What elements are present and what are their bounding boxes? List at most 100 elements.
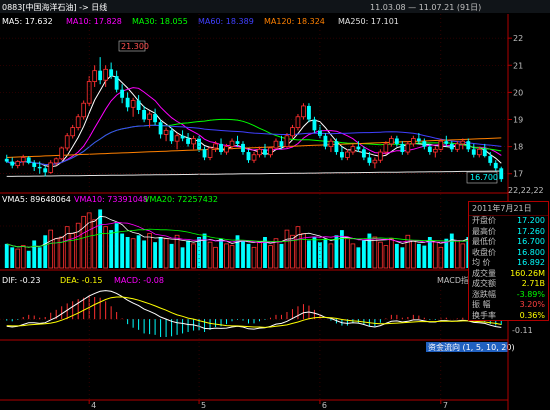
fund-flow-badge[interactable] <box>426 342 508 352</box>
volume-bar <box>422 245 427 268</box>
info-row-label: 均 价 <box>472 258 491 267</box>
volume-bar <box>32 240 37 268</box>
vol-legend-item: VMA20: 72257432 <box>144 195 218 204</box>
candle-body <box>400 143 405 153</box>
volume-bar <box>213 246 218 269</box>
info-row: 最低价 16.700 <box>469 237 548 248</box>
macd-pane <box>0 290 508 337</box>
volume-bar <box>202 233 207 268</box>
candle-body <box>64 135 70 149</box>
candle-body <box>37 166 42 169</box>
corner-label: 22,22,22 <box>508 186 544 195</box>
candle-body <box>20 157 26 162</box>
candle-body <box>339 152 344 158</box>
candle-body <box>263 149 267 155</box>
candle-body <box>229 140 235 148</box>
volume-bar <box>130 238 136 269</box>
volume-bar <box>361 240 366 268</box>
candle-body <box>207 147 213 158</box>
candle-body <box>416 138 421 142</box>
ma-legend-item: MA5: 17.632 <box>2 17 53 26</box>
info-row-value: 3.20% <box>519 300 545 309</box>
volume-bar <box>180 247 185 268</box>
candle-body <box>246 152 251 161</box>
volume-bar <box>20 245 26 269</box>
volume-bar <box>64 226 70 269</box>
volume-bar <box>114 223 119 268</box>
candle-body <box>350 146 356 153</box>
candle-body <box>163 129 169 135</box>
volume-bar <box>197 237 201 268</box>
volume-bar <box>59 236 65 269</box>
candle-body <box>114 76 119 90</box>
volume-bar <box>460 243 466 269</box>
volume-bar <box>37 247 42 268</box>
candle-body <box>142 110 147 120</box>
candle-body <box>454 143 460 150</box>
volume-bar <box>444 238 449 268</box>
volume-bar <box>109 230 114 268</box>
volume-bar <box>307 240 311 268</box>
candle-body <box>449 143 454 150</box>
volume-bar <box>186 240 190 268</box>
candle-body <box>471 149 476 155</box>
candle-body <box>251 154 257 161</box>
candle-body <box>202 149 207 158</box>
candle-body <box>284 135 290 148</box>
volume-bar <box>98 209 103 268</box>
info-row: 均 价 16.892 <box>469 258 548 269</box>
chart-title: 0883[中国海洋石油] -> 日线 <box>2 2 107 12</box>
info-row-label: 振 幅 <box>472 300 491 309</box>
volume-bar <box>120 233 125 268</box>
candle-body <box>328 140 334 148</box>
volume-bar <box>92 219 97 269</box>
candle-body <box>295 116 301 129</box>
candle-body <box>444 141 449 144</box>
info-date: 2011年7月21日 <box>469 202 548 216</box>
volume-bar <box>372 236 378 269</box>
vma20-line <box>6 228 502 248</box>
info-row-label: 开盘价 <box>472 216 496 225</box>
ma-legend: MA5: 17.632 MA10: 17.828 MA30: 18.055 MA60:… <box>2 17 399 26</box>
volume-bar <box>147 233 152 269</box>
volume-bar <box>356 247 361 268</box>
info-row: 开盘价 17.200 <box>469 216 548 227</box>
price-tick-label: 17 <box>513 170 523 179</box>
candle-body <box>427 146 432 153</box>
candle-body <box>476 148 482 156</box>
volume-bar <box>174 234 180 269</box>
info-row-value: 16.892 <box>517 258 545 267</box>
info-row-label: 最低价 <box>472 237 496 246</box>
volume-bar <box>318 242 322 268</box>
candle-body <box>15 161 21 166</box>
volume-bar <box>219 238 223 268</box>
volume-bar <box>449 233 454 268</box>
volume-bar <box>339 230 344 268</box>
volume-bar <box>153 242 158 268</box>
info-row-label: 换手率 <box>472 310 496 320</box>
info-rows: 开盘价 17.200 最高价 17.260 最低价 16.700 收盘价 16.800 均 价 1… <box>469 216 548 321</box>
vol-legend-item: VMA5: 89648064 <box>2 195 71 204</box>
volume-bar <box>345 238 350 269</box>
ma10-line <box>6 87 502 166</box>
macd-legend-item: MACD: -0.08 <box>114 276 164 285</box>
volume-bar <box>43 235 48 268</box>
price-annotations: 21.300 16.700 22,22,22 <box>118 40 544 195</box>
volume-bar <box>328 243 334 269</box>
candle-body <box>32 162 37 167</box>
candle-body <box>158 122 163 135</box>
volume-bar <box>10 247 15 268</box>
info-row: 收盘价 16.800 <box>469 248 548 259</box>
macd-right-value: -0.11 <box>512 326 533 335</box>
volume-bar <box>438 246 444 269</box>
candle-body <box>422 141 427 147</box>
candle-body <box>59 147 65 160</box>
candle-body <box>405 143 411 153</box>
candle-body <box>147 113 152 120</box>
volume-bar <box>400 247 405 268</box>
volume-bar <box>257 241 262 269</box>
volume-bar <box>334 235 339 268</box>
candle-body <box>86 81 92 104</box>
candle-body <box>48 162 54 173</box>
